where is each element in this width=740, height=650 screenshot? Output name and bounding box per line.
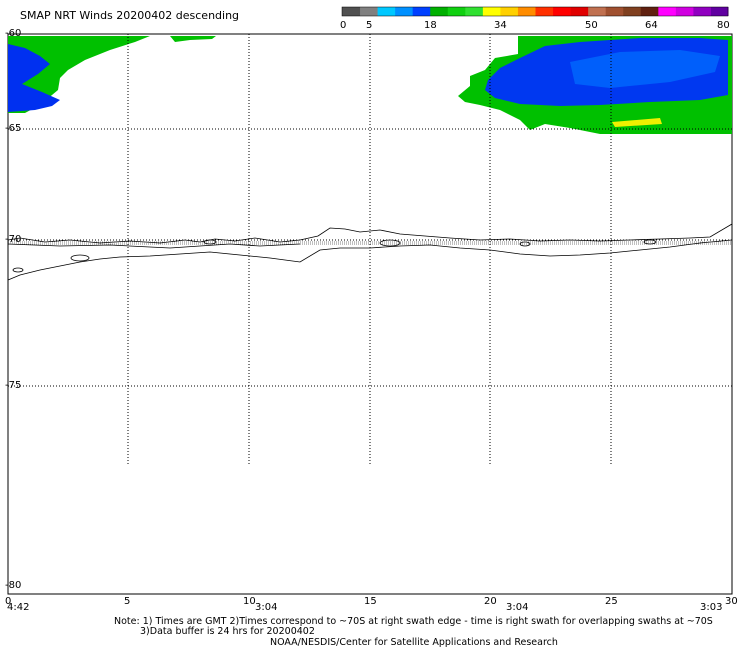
x-axis-label: 25 [605,596,618,607]
colorbar-segment [464,7,483,16]
grid-lines [8,34,732,466]
wind-swath-left [8,36,216,113]
colorbar-segment [675,7,694,16]
note-line-2: 3)Data buffer is 24 hrs for 20200402 [140,626,315,637]
time-label: 3:03 [700,602,723,613]
colorbar-segment [517,7,536,16]
y-axis-label: -65 [5,123,22,134]
x-axis-label: 30 [725,596,738,607]
colorbar-tick-label: 18 [424,20,437,31]
colorbar-segment [552,7,571,16]
colorbar-tick-label: 34 [494,20,507,31]
x-axis-label: 5 [124,596,131,607]
colorbar-segment [429,7,448,16]
colorbar-segment [605,7,624,16]
colorbar-segment [692,7,711,16]
colorbar-tick-label: 0 [340,20,347,31]
colorbar-segment [710,7,729,16]
colorbar-segment [412,7,431,16]
x-axis-label: 20 [484,596,497,607]
colorbar-segment [499,7,518,16]
colorbar-segment [587,7,606,16]
colorbar-segment [394,7,413,16]
colorbar-segment [535,7,554,16]
note-line-1: Note: 1) Times are GMT 2)Times correspon… [114,616,713,627]
y-axis-label: -70 [5,234,22,245]
colorbar-tick-label: 5 [366,20,373,31]
map-title: SMAP NRT Winds 20200402 descending [20,9,240,22]
colorbar [341,6,729,17]
y-axis-label: -75 [5,380,22,391]
x-axis-label: 10 [243,596,256,607]
time-label: 4:42 [7,602,30,613]
colorbar-segment [482,7,501,16]
colorbar-segment [640,7,659,16]
y-axis-label: -60 [5,28,22,39]
time-label: 3:04 [506,602,529,613]
colorbar-tick-label: 64 [645,20,658,31]
note-line-3: NOAA/NESDIS/Center for Satellite Applica… [270,637,558,648]
ice-shelf-hatching [8,241,732,245]
colorbar-segment [342,7,361,16]
y-axis-label: -80 [5,580,22,591]
colorbar-segment [622,7,641,16]
colorbar-segment [377,7,396,16]
colorbar-tick-label: 80 [717,20,730,31]
colorbar-segment [447,7,466,16]
wind-swath-right [458,36,732,134]
colorbar-segment [570,7,589,16]
colorbar-tick-label: 50 [585,20,598,31]
colorbar-segment [657,7,676,16]
x-axis-label: 0 [5,596,12,607]
x-axis-label: 15 [364,596,377,607]
colorbar-segment [359,7,378,16]
time-label: 3:04 [255,602,278,613]
